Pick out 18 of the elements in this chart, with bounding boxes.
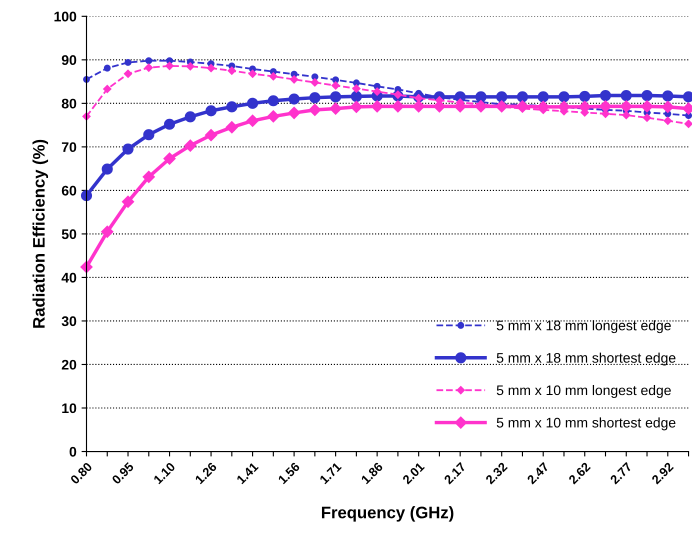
y-tick-label: 30 [62, 316, 76, 326]
legend-label: 5 mm x 10 mm shortest edge [496, 417, 676, 430]
y-tick-label: 90 [62, 55, 76, 66]
y-tick-label: 50 [62, 229, 76, 240]
legend-label: 5 mm x 18 mm shortest edge [496, 352, 676, 366]
y-tick-label: 60 [62, 186, 76, 196]
x-tick-label: 0.80 [70, 462, 93, 485]
legend-label: 5 mm x 10 mm longest edge [496, 384, 671, 398]
legend-label: 5 mm x 18 mm longest edge [496, 320, 671, 334]
y-tick-label: 0 [70, 446, 76, 457]
y-axis-title: Radiation Efficiency (%) [32, 140, 48, 328]
y-tick-label: 100 [54, 12, 76, 22]
x-axis-title: Frequency (GHz) [322, 506, 454, 522]
y-tick-label: 80 [62, 98, 76, 109]
y-tick-label: 70 [62, 142, 76, 152]
y-tick-label: 10 [62, 403, 76, 414]
y-tick-label: 40 [62, 272, 76, 283]
y-tick-label: 20 [62, 360, 76, 370]
